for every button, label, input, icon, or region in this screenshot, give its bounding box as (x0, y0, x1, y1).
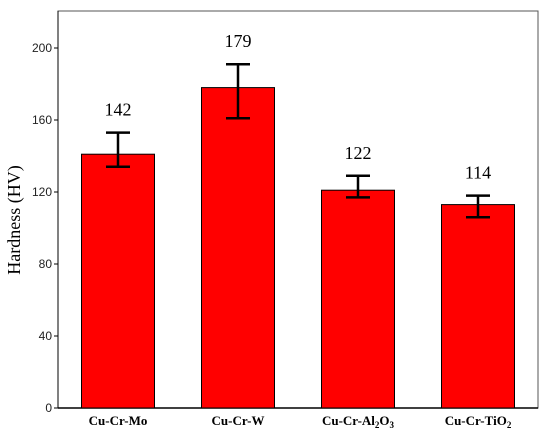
bar (81, 153, 155, 409)
x-axis-labels-group: Cu-Cr-Mo Cu-Cr-W Cu-Cr-Al2O3 Cu-Cr-TiO2 (89, 413, 512, 430)
value-label: 142 (105, 100, 132, 120)
x-tick-label: Cu-Cr-Mo (89, 413, 148, 428)
y-tick-label: 120 (32, 185, 52, 199)
x-tick-label: Cu-Cr-TiO2 (445, 413, 512, 430)
value-label: 114 (465, 163, 491, 183)
value-label: 122 (345, 143, 372, 163)
bar (201, 87, 275, 409)
y-tick-label: 0 (45, 401, 52, 415)
y-tick-label: 40 (39, 329, 53, 343)
x-tick-label: Cu-Cr-Al2O3 (322, 413, 395, 430)
value-labels-group: 142 179 122 114 (105, 31, 492, 182)
x-tick-label: Cu-Cr-W (212, 413, 265, 428)
y-tick-label: 200 (32, 41, 52, 55)
value-label: 179 (225, 31, 252, 51)
y-tick-label: 80 (39, 257, 53, 271)
bars-group (81, 87, 515, 409)
error-bars-group (106, 62, 490, 219)
y-tick-label: 160 (32, 113, 52, 127)
y-axis-title: Hardness (HV) (4, 165, 25, 274)
bar (441, 204, 515, 409)
bar (321, 189, 395, 409)
y-axis-ticks: 0 40 80 120 160 200 (32, 41, 58, 415)
